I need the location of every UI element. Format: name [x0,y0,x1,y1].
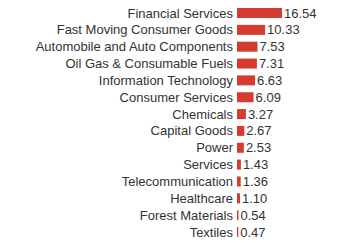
data-label: 0.47 [240,225,265,240]
category-label: Healthcare [170,191,233,206]
bar [237,227,238,237]
data-label: 1.36 [243,174,268,189]
bar [237,126,244,136]
category-label: Fast Moving Consumer Goods [57,22,234,37]
bar [237,109,246,119]
labels: 16.54 Financial Services 10.33 Fast Moving … [36,6,317,240]
category-label: Chemicals [172,107,233,122]
category-label: Consumer Services [120,90,234,105]
data-label: 2.53 [246,140,271,155]
data-label: 1.10 [242,191,267,206]
bar [237,176,241,186]
bar [237,42,257,52]
category-label: Telecommunication [122,174,233,189]
bar [237,75,255,85]
data-label: 2.67 [246,123,271,138]
category-label: Information Technology [99,73,234,88]
category-label: Financial Services [128,6,234,21]
bar [237,59,257,69]
category-label: Capital Goods [151,123,234,138]
category-label: Textiles [190,225,234,240]
chart-container: 16.54 Financial Services 10.33 Fast Moving … [0,0,342,243]
bar [237,25,265,35]
bar [237,8,282,18]
category-label: Forest Materials [140,208,234,223]
category-label: Services [183,157,233,172]
bar [237,193,240,203]
data-label: 16.54 [284,6,317,21]
data-label: 1.43 [243,157,268,172]
data-label: 10.33 [267,22,300,37]
data-label: 0.54 [240,208,265,223]
data-label: 6.63 [257,73,282,88]
data-label: 7.31 [259,56,284,71]
data-label: 7.53 [259,39,284,54]
category-label: Automobile and Auto Components [36,39,234,54]
category-label: Oil Gas & Consumable Fuels [65,56,233,71]
data-label: 3.27 [248,107,273,122]
bar [237,210,238,220]
bar [237,160,241,170]
category-label: Power [196,140,234,155]
bar [237,92,254,102]
chart: 16.54 Financial Services 10.33 Fast Moving … [0,0,342,243]
data-label: 6.09 [256,90,281,105]
bar [237,143,244,153]
